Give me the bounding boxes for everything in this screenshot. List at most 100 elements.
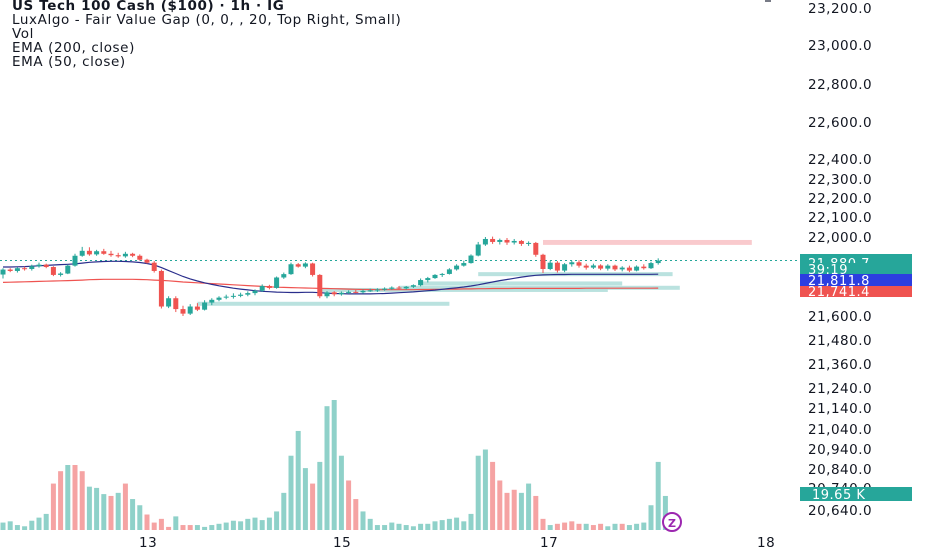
candle[interactable]: [634, 265, 640, 272]
candle[interactable]: [151, 261, 157, 273]
candle[interactable]: [554, 261, 560, 273]
candle[interactable]: [288, 262, 294, 275]
candle[interactable]: [497, 238, 503, 245]
candle[interactable]: [180, 305, 186, 316]
candle[interactable]: [641, 264, 647, 270]
candle[interactable]: [446, 268, 452, 275]
candle[interactable]: [281, 272, 287, 279]
indicator-ema200[interactable]: EMA (200, close): [12, 40, 135, 56]
candle[interactable]: [86, 247, 92, 256]
candle[interactable]: [432, 274, 438, 279]
candle[interactable]: [562, 263, 568, 273]
indicator-fvg[interactable]: LuxAlgo - Fair Value Gap (0, 0, , 20, To…: [12, 12, 402, 28]
candle[interactable]: [353, 289, 359, 294]
candle[interactable]: [36, 262, 42, 268]
candle[interactable]: [576, 260, 582, 268]
candle[interactable]: [410, 284, 416, 288]
candle[interactable]: [252, 289, 258, 296]
candle[interactable]: [454, 264, 460, 271]
candle[interactable]: [166, 296, 172, 309]
candle[interactable]: [367, 288, 373, 292]
candle[interactable]: [230, 293, 236, 299]
candle[interactable]: [122, 251, 128, 258]
candle[interactable]: [324, 291, 330, 299]
candle[interactable]: [346, 290, 352, 294]
candle[interactable]: [655, 258, 661, 265]
candle[interactable]: [101, 248, 107, 255]
indicator-ema50[interactable]: EMA (50, close): [12, 54, 126, 70]
candle[interactable]: [504, 237, 510, 245]
candle[interactable]: [403, 285, 409, 290]
candle[interactable]: [547, 260, 553, 271]
candle[interactable]: [194, 303, 200, 312]
candle[interactable]: [130, 252, 136, 258]
candle[interactable]: [223, 294, 229, 300]
candle[interactable]: [461, 260, 467, 267]
candle[interactable]: [22, 266, 28, 271]
candle[interactable]: [382, 287, 388, 291]
candle[interactable]: [108, 250, 114, 257]
candle[interactable]: [389, 286, 395, 290]
candle[interactable]: [187, 304, 193, 316]
candle[interactable]: [29, 264, 35, 271]
candle[interactable]: [115, 252, 121, 258]
candle[interactable]: [238, 292, 244, 298]
candle[interactable]: [511, 238, 517, 245]
candle[interactable]: [598, 264, 604, 271]
candle[interactable]: [490, 236, 496, 244]
candle[interactable]: [590, 263, 596, 269]
candle[interactable]: [418, 278, 424, 287]
candle[interactable]: [482, 237, 488, 246]
candle[interactable]: [302, 262, 308, 269]
candle[interactable]: [209, 298, 215, 306]
candle[interactable]: [72, 253, 78, 267]
candle[interactable]: [79, 246, 85, 257]
volume-bar: [569, 521, 575, 530]
candle[interactable]: [648, 261, 654, 269]
candle[interactable]: [259, 284, 265, 292]
candle[interactable]: [50, 266, 56, 277]
candle[interactable]: [331, 291, 337, 297]
candle[interactable]: [202, 300, 208, 311]
candle[interactable]: [266, 284, 272, 290]
candle[interactable]: [475, 241, 481, 257]
candle[interactable]: [317, 274, 323, 299]
candle[interactable]: [518, 239, 524, 246]
candle[interactable]: [439, 272, 445, 277]
candle[interactable]: [14, 267, 20, 273]
candle[interactable]: [619, 266, 625, 272]
candle[interactable]: [7, 268, 13, 273]
candle[interactable]: [274, 276, 280, 289]
candle[interactable]: [58, 272, 64, 277]
candle[interactable]: [216, 296, 222, 302]
symbol-title[interactable]: US Tech 100 Cash ($100) · 1h · IG: [12, 0, 285, 14]
candle[interactable]: [310, 262, 316, 277]
volume-bar: [468, 513, 474, 530]
candle[interactable]: [137, 254, 143, 261]
candle[interactable]: [144, 258, 150, 264]
candle[interactable]: [396, 285, 402, 290]
candle[interactable]: [626, 265, 632, 273]
candle[interactable]: [245, 291, 251, 297]
candle[interactable]: [605, 264, 611, 271]
candle[interactable]: [158, 269, 164, 309]
candle[interactable]: [583, 263, 589, 270]
candle[interactable]: [94, 249, 100, 256]
candle[interactable]: [338, 291, 344, 296]
candle[interactable]: [0, 268, 6, 279]
indicator-volume[interactable]: Vol: [12, 26, 34, 42]
candle[interactable]: [173, 296, 179, 313]
candle[interactable]: [295, 263, 301, 268]
candle[interactable]: [65, 264, 71, 275]
candle[interactable]: [526, 241, 532, 246]
candle[interactable]: [468, 254, 474, 264]
candle[interactable]: [612, 264, 618, 271]
candle[interactable]: [425, 276, 431, 283]
candle[interactable]: [43, 263, 49, 269]
candle[interactable]: [374, 288, 380, 292]
candle[interactable]: [569, 260, 575, 267]
candle[interactable]: [533, 241, 539, 257]
candle[interactable]: [360, 289, 366, 294]
candle[interactable]: [540, 253, 546, 273]
